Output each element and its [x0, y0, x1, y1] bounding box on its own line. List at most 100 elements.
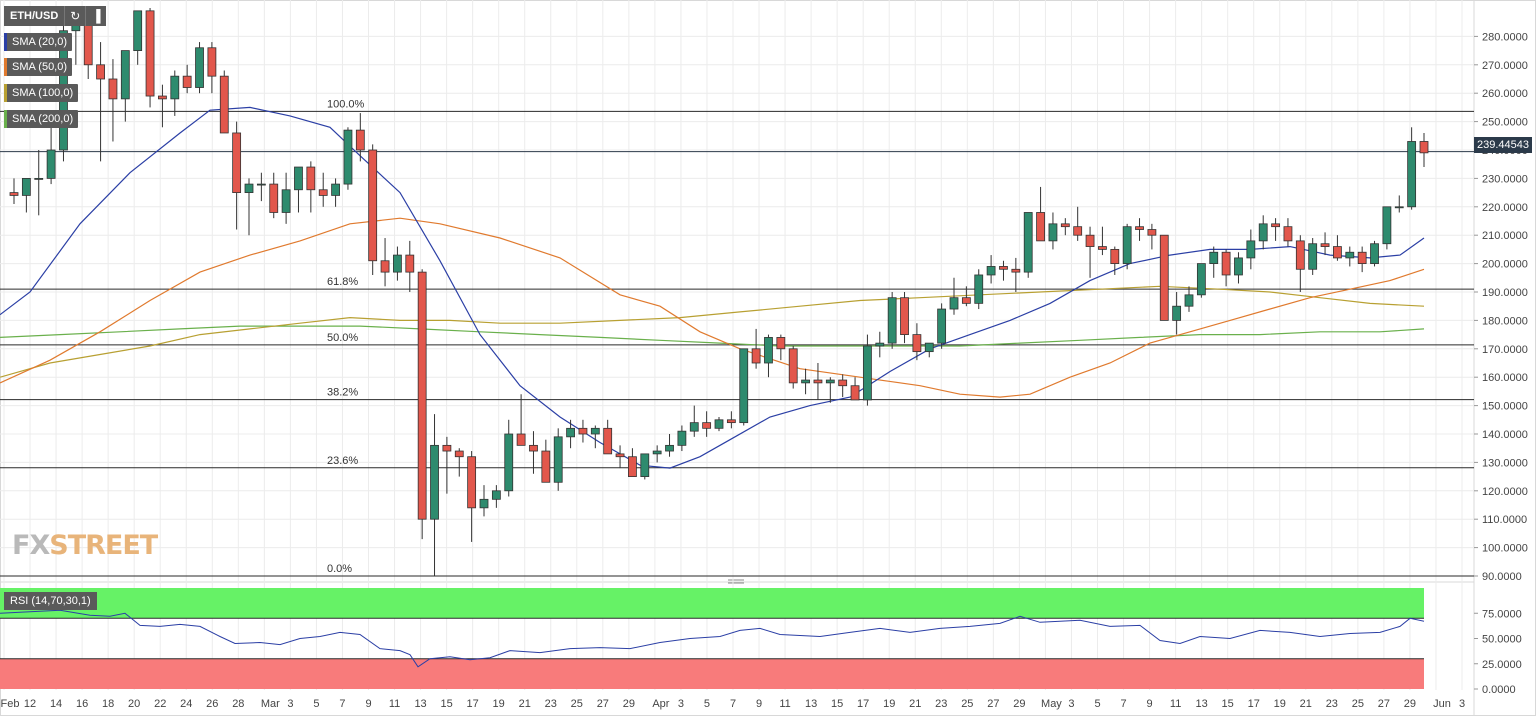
candle	[529, 431, 538, 474]
y-tick-label: 90.0000	[1482, 571, 1522, 583]
y-tick-label: 210.0000	[1482, 230, 1528, 242]
candle	[133, 10, 143, 65]
x-tick-label: 19	[1274, 698, 1286, 710]
y-tick-label: 180.0000	[1482, 315, 1528, 327]
candle	[875, 331, 885, 358]
candle	[207, 42, 217, 94]
candle-body	[1085, 234, 1095, 247]
rsi-y-tick-label: 50.0000	[1482, 634, 1522, 646]
candle	[1098, 226, 1107, 256]
x-tick-label: 5	[313, 698, 319, 710]
candle-body	[739, 348, 749, 424]
candle	[739, 348, 749, 426]
candle	[825, 377, 835, 403]
candle	[1048, 212, 1058, 250]
candle	[479, 485, 489, 517]
x-tick-label: 23	[1326, 698, 1338, 710]
candle	[986, 255, 996, 284]
symbol-toolbar: ETH/USD ↻ ▐	[4, 6, 107, 26]
x-tick-label: 7	[730, 698, 736, 710]
candle	[1023, 212, 1033, 278]
legend-sma100[interactable]: SMA (100,0)	[4, 84, 79, 102]
candle-body	[1308, 243, 1318, 270]
candle	[355, 113, 365, 162]
current-price-tag: 239.44543	[1474, 137, 1532, 153]
x-tick-label: 5	[704, 698, 710, 710]
candle	[776, 334, 786, 361]
candle-body	[776, 337, 786, 350]
candle	[677, 425, 687, 452]
y-tick-label: 280.0000	[1482, 31, 1528, 43]
candle-body	[281, 189, 291, 213]
moving-averages	[0, 106, 1425, 469]
candle-body	[974, 274, 984, 304]
candle	[1370, 240, 1379, 267]
candle	[1209, 246, 1219, 278]
y-tick-label: 120.0000	[1482, 486, 1528, 498]
y-tick-label: 190.0000	[1482, 287, 1528, 299]
candle	[640, 453, 650, 480]
candle-body	[294, 166, 303, 191]
candle-body	[850, 385, 860, 401]
candle-body	[1234, 257, 1243, 276]
candle-body	[120, 50, 130, 100]
candle	[801, 368, 810, 395]
rsi-y-tick-label: 25.0000	[1482, 659, 1522, 671]
candle-body	[1098, 246, 1107, 250]
candle	[120, 50, 130, 122]
legend-sma200[interactable]: SMA (200,0)	[4, 110, 79, 128]
candle-body	[825, 379, 835, 384]
candle	[269, 172, 279, 219]
y-tick-label: 100.0000	[1482, 543, 1528, 555]
candle	[961, 286, 971, 307]
x-tick-label: 17	[1248, 698, 1260, 710]
candle	[1122, 223, 1132, 270]
y-tick-label: 130.0000	[1482, 457, 1528, 469]
candle-body	[256, 183, 266, 186]
x-tick-label: 3	[287, 698, 293, 710]
x-tick-label: Jun	[1433, 698, 1451, 710]
candle-body	[219, 75, 229, 134]
candle-body	[331, 183, 340, 196]
candle-body	[961, 297, 971, 304]
candle	[1271, 218, 1280, 241]
x-tick-label: 3	[678, 698, 684, 710]
x-tick-label: 23	[545, 698, 557, 710]
candle	[788, 345, 798, 389]
legend-sma20[interactable]: SMA (20,0)	[4, 33, 73, 51]
price-axis: 90.0000 100.0000 110.0000 120.0000 130.0000 1…	[1474, 31, 1528, 696]
chart-type-icon[interactable]: ▐	[85, 6, 106, 26]
candle	[1011, 257, 1021, 292]
candle-body	[813, 379, 823, 384]
candle-body	[924, 342, 934, 353]
x-tick-label: 7	[1120, 698, 1126, 710]
candle-body	[195, 47, 204, 88]
date-axis: Feb 12 14 16 18 20 22 24 26 28 Mar 3 5 7 9 11 13 15 17 19 21…	[1, 698, 1466, 710]
candle-body	[454, 450, 464, 458]
x-tick-label: 21	[909, 698, 921, 710]
symbol-label: ETH/USD	[10, 10, 59, 22]
legend-label: SMA (100,0)	[12, 87, 74, 99]
x-tick-label: 13	[805, 698, 817, 710]
candle-body	[46, 149, 56, 179]
x-tick-label: 26	[206, 698, 218, 710]
candle-body	[751, 348, 761, 364]
legend-sma50[interactable]: SMA (50,0)	[4, 58, 73, 76]
x-tick-label: 24	[180, 698, 192, 710]
candle	[454, 448, 464, 477]
x-tick-label: 20	[128, 698, 140, 710]
candle-body	[863, 345, 872, 401]
candle	[1234, 252, 1243, 284]
candle-body	[1023, 212, 1033, 273]
candle	[1246, 229, 1256, 270]
x-tick-label: 11	[389, 698, 400, 710]
candle	[1073, 206, 1083, 241]
candle	[1394, 195, 1404, 213]
candle-body	[1370, 243, 1379, 265]
candle	[590, 425, 600, 449]
candle-body	[566, 427, 575, 438]
candle-body	[1221, 251, 1231, 276]
legend-label: SMA (20,0)	[12, 36, 68, 48]
refresh-icon[interactable]: ↻	[64, 6, 85, 26]
